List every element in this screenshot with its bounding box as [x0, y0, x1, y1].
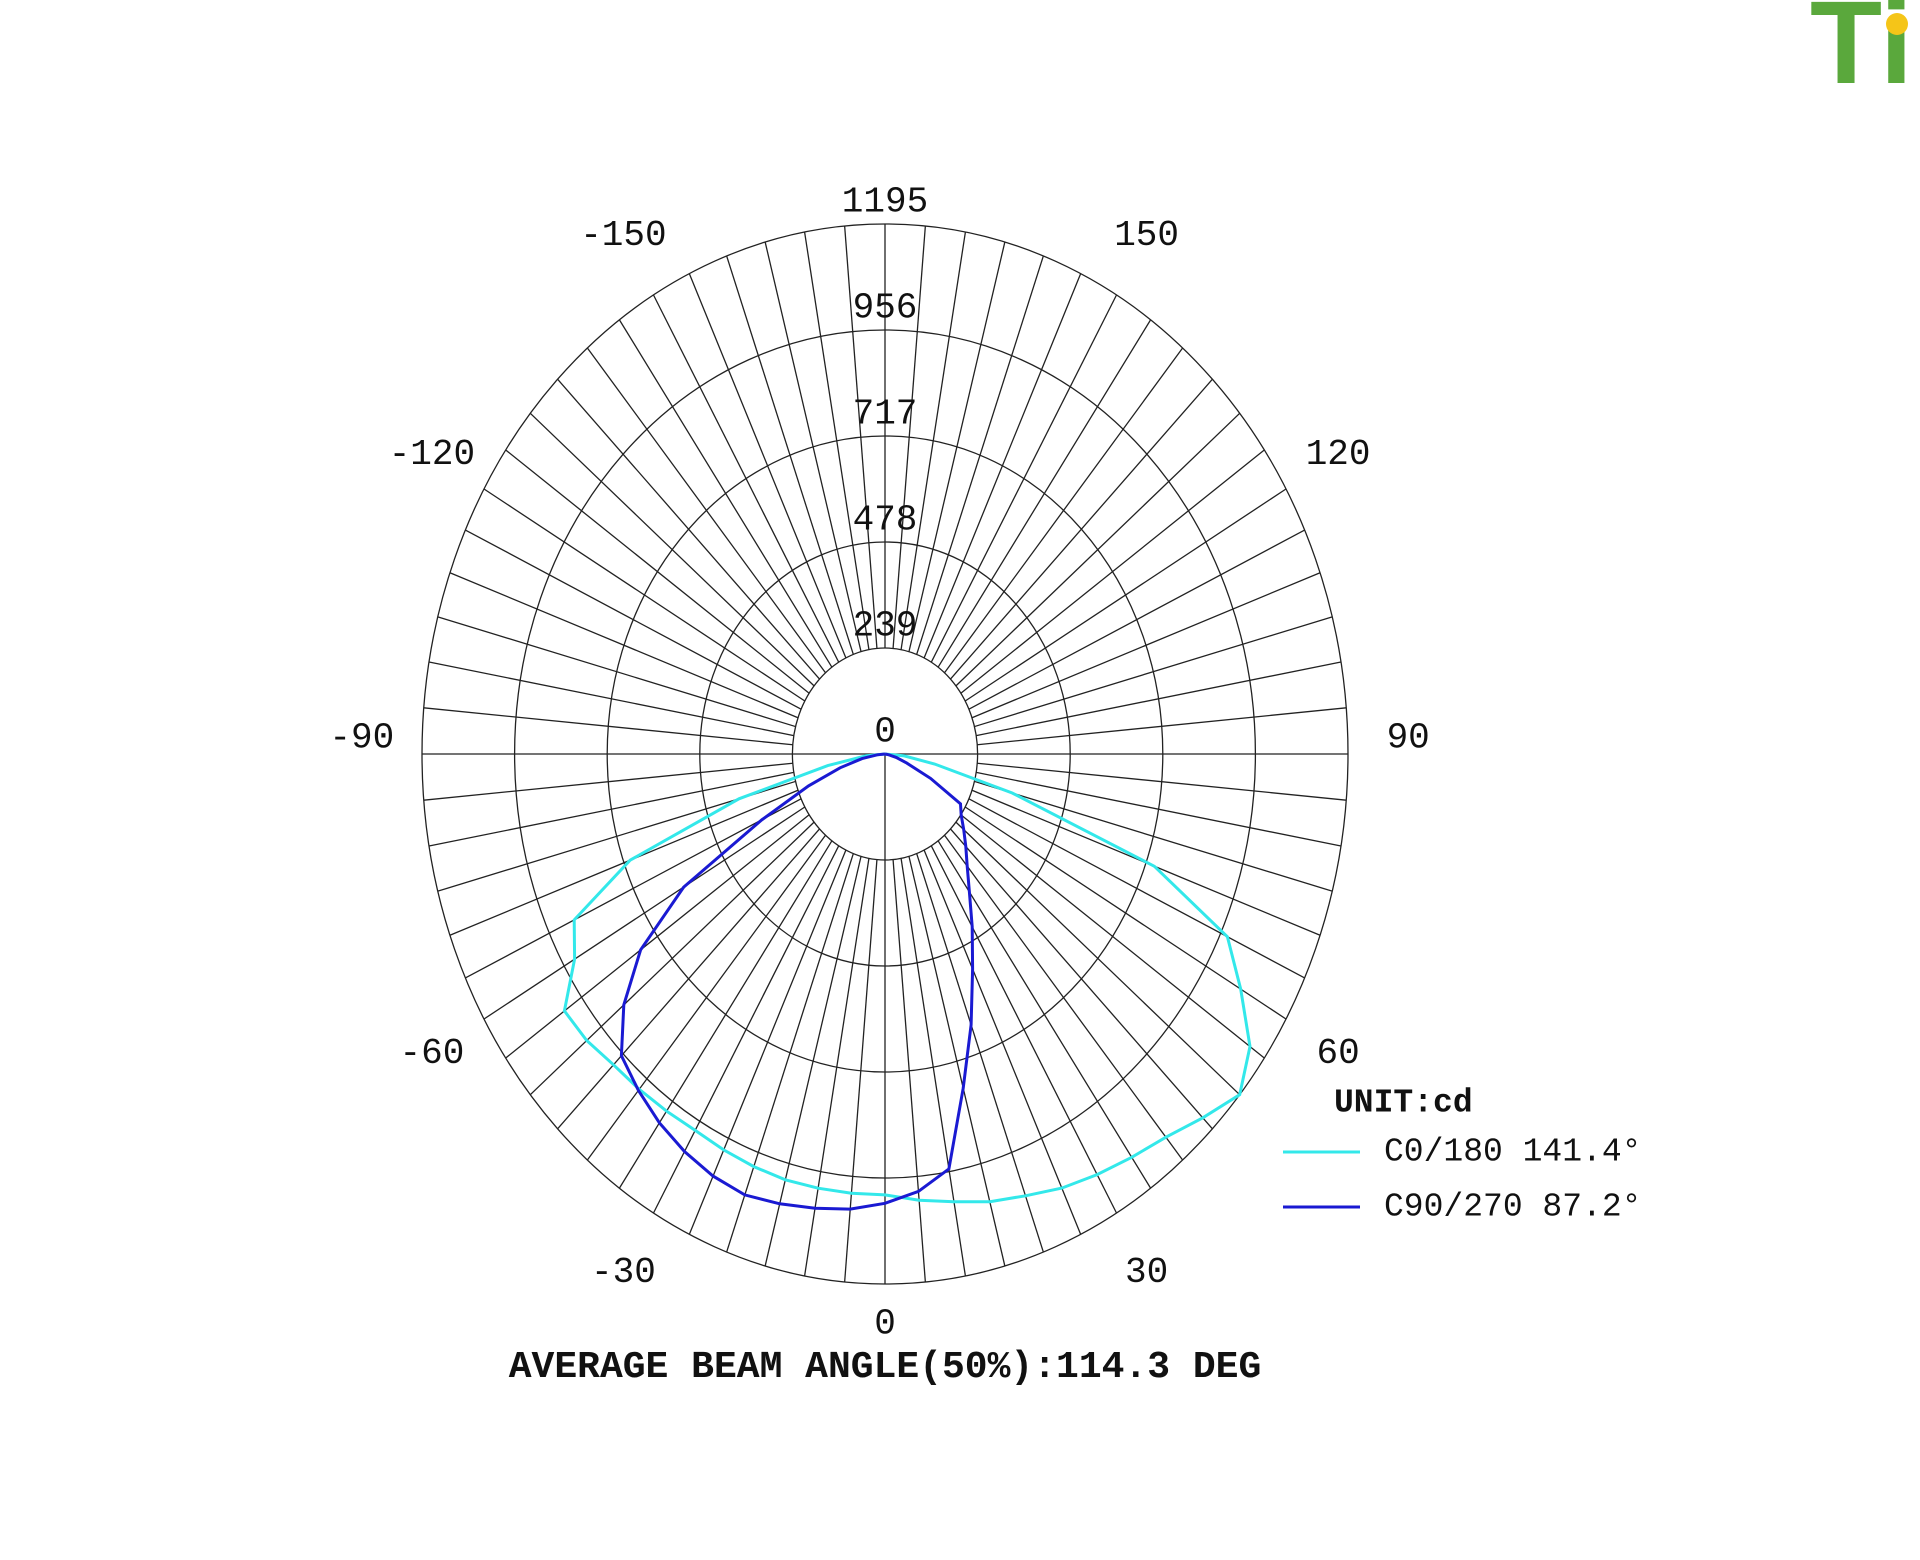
grid-spoke: [960, 449, 1265, 694]
grid-spoke: [843, 225, 878, 649]
grid-spoke: [428, 661, 794, 737]
grid-spoke: [726, 853, 854, 1253]
r-tick-label: 0: [874, 712, 896, 753]
grid-spoke: [652, 294, 840, 663]
grid-spoke: [803, 231, 870, 650]
angle-tick-label: -60: [399, 1033, 464, 1074]
grid-spoke: [964, 806, 1287, 1020]
grid-spoke: [955, 412, 1241, 687]
grid-spoke: [968, 529, 1305, 710]
grid-spoke: [428, 771, 794, 847]
grid-spoke: [557, 828, 821, 1130]
angle-tick-label: -120: [389, 434, 475, 475]
r-tick-label: 717: [853, 394, 918, 435]
grid-spoke: [652, 845, 840, 1214]
grid-spoke: [977, 762, 1347, 801]
grid-spoke: [449, 572, 799, 719]
grid-spoke: [976, 771, 1342, 847]
grid-spoke: [618, 840, 833, 1189]
grid-spoke: [892, 225, 927, 649]
grid-spoke: [449, 789, 799, 936]
grid-spoke: [688, 849, 847, 1235]
grid-spoke: [764, 856, 862, 1267]
angle-tick-label: 30: [1125, 1252, 1168, 1293]
angle-tick-label: 90: [1387, 718, 1430, 759]
grid-spoke: [974, 616, 1333, 728]
grid-spoke: [892, 859, 927, 1283]
grid-spoke: [943, 834, 1184, 1161]
grid-spoke: [688, 273, 847, 659]
angle-tick-label: -90: [329, 718, 394, 759]
r-tick-label: 478: [853, 500, 918, 541]
grid-spoke: [923, 849, 1082, 1235]
angle-tick-label: -30: [591, 1252, 656, 1293]
grid-spoke: [529, 821, 815, 1096]
angle-tick-label: 60: [1316, 1033, 1359, 1074]
grid-spoke: [423, 707, 793, 746]
legend-label: C0/180 141.4°: [1384, 1134, 1641, 1171]
grid-spoke: [916, 853, 1044, 1253]
grid-spoke: [923, 273, 1082, 659]
grid-spoke: [465, 798, 802, 979]
grid-spoke: [618, 319, 833, 668]
logo: Ti: [1810, 0, 1913, 109]
grid-spoke: [943, 347, 1184, 674]
grid-spoke: [726, 255, 854, 655]
grid-spoke: [930, 294, 1118, 663]
grid-spoke: [843, 859, 878, 1283]
logo-dot: [1886, 13, 1908, 35]
r-tick-label: 956: [853, 288, 918, 329]
angle-tick-label: -150: [580, 215, 666, 256]
grid-spoke: [557, 378, 821, 680]
grid-spoke: [505, 449, 810, 694]
grid-spoke: [937, 840, 1152, 1189]
grid-spoke: [586, 347, 827, 674]
grid-spoke: [949, 378, 1213, 680]
grid-spoke: [964, 488, 1287, 702]
grid-spoke: [908, 241, 1006, 652]
angle-tick-label: 0: [874, 1304, 896, 1345]
angle-tick-label: 120: [1306, 434, 1371, 475]
grid-spoke: [937, 319, 1152, 668]
grid-spoke: [916, 255, 1044, 655]
chart-title: AVERAGE BEAM ANGLE(50%):114.3 DEG: [509, 1346, 1262, 1389]
r-tick-label: 1195: [842, 182, 928, 223]
grid-spoke: [505, 814, 810, 1059]
grid-spoke: [900, 231, 967, 650]
grid-spoke: [465, 529, 802, 710]
grid-spoke: [976, 661, 1342, 737]
grid-spoke: [930, 845, 1118, 1214]
grid-spoke: [955, 821, 1241, 1096]
grid-spoke: [764, 241, 862, 652]
grid-spoke: [900, 858, 967, 1277]
grid-spoke: [483, 806, 806, 1020]
grid-spoke: [949, 828, 1213, 1130]
grid-spoke: [483, 488, 806, 702]
grid-spoke: [977, 707, 1347, 746]
polar-grid: [421, 223, 1349, 1285]
series-line: [562, 752, 1252, 1204]
series-line: [619, 752, 975, 1211]
unit-label: UNIT:cd: [1334, 1085, 1473, 1122]
grid-spoke: [968, 798, 1305, 979]
grid-spoke: [908, 856, 1006, 1267]
angle-tick-label: 150: [1114, 215, 1179, 256]
grid-spoke: [803, 858, 870, 1277]
grid-spoke: [974, 780, 1333, 892]
grid-spoke: [423, 762, 793, 801]
r-tick-label: 239: [853, 606, 918, 647]
grid-spoke: [971, 572, 1321, 719]
grid-spoke: [586, 834, 827, 1161]
legend-label: C90/270 87.2°: [1384, 1189, 1641, 1226]
grid-spoke: [529, 412, 815, 687]
grid-spoke: [960, 814, 1265, 1059]
grid-spoke: [437, 616, 796, 728]
